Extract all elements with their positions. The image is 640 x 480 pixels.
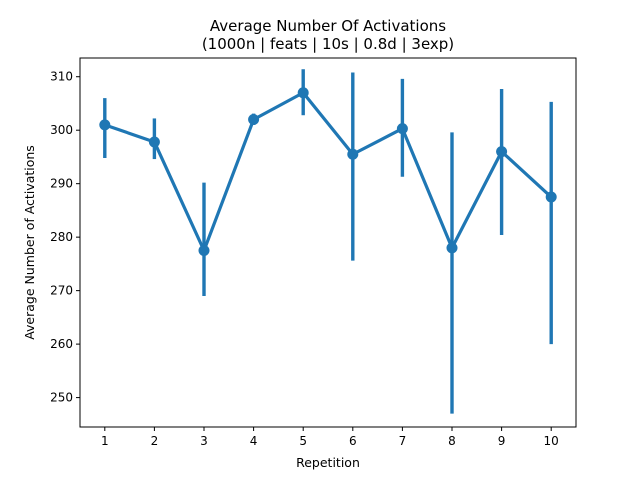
- data-point: [198, 245, 210, 257]
- chart-subtitle: (1000n | feats | 10s | 0.8d | 3exp): [202, 35, 454, 53]
- x-tick-label: 2: [151, 434, 159, 448]
- chart-title: Average Number Of Activations: [210, 17, 446, 35]
- plot-frame: [79, 57, 577, 428]
- data-point: [248, 114, 260, 125]
- x-tick-label: 10: [544, 434, 559, 448]
- y-axis-label: Average Number of Activations: [22, 145, 37, 340]
- y-tick-label: 280: [50, 230, 73, 244]
- x-tick-label: 8: [448, 434, 456, 448]
- y-tick-label: 310: [50, 70, 73, 84]
- data-point: [347, 148, 359, 160]
- x-tick-label: 7: [399, 434, 407, 448]
- data-point: [545, 191, 557, 203]
- plot-area: 1 2 3 4 5 6 7 8 9 10 250 260 270 280 290 300 310: [50, 69, 559, 448]
- y-tick-label: 300: [50, 123, 73, 137]
- data-point: [99, 119, 111, 131]
- x-tick-label: 3: [200, 434, 208, 448]
- series-line: [104, 91, 553, 253]
- data-point: [496, 146, 508, 158]
- data-point: [297, 87, 309, 99]
- data-point: [396, 123, 408, 135]
- x-tick-label: 4: [250, 434, 258, 448]
- y-tick-label: 260: [50, 337, 73, 351]
- x-tick-label: 9: [498, 434, 506, 448]
- x-tick-label: 5: [299, 434, 307, 448]
- data-point: [148, 136, 160, 148]
- x-tick-label: 1: [101, 434, 109, 448]
- y-tick-label: 270: [50, 284, 73, 298]
- data-point: [446, 242, 458, 254]
- x-tick-label: 6: [349, 434, 357, 448]
- y-tick-label: 250: [50, 391, 73, 405]
- x-axis-label: Repetition: [296, 455, 360, 470]
- y-tick-label: 290: [50, 177, 73, 191]
